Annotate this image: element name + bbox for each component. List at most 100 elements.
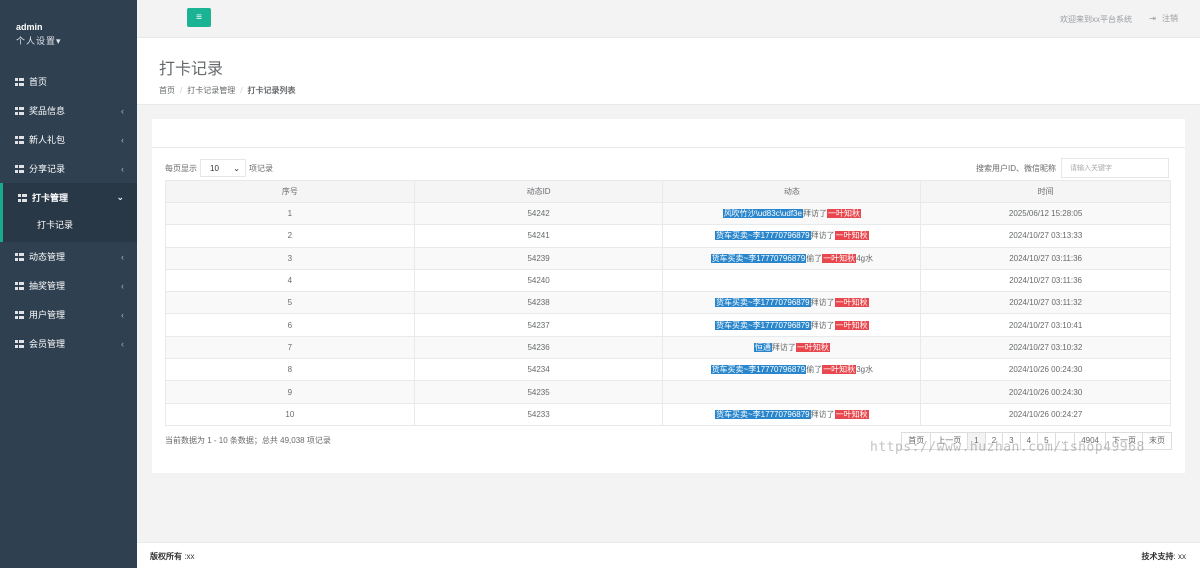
nav-item-share[interactable]: 分享记录 ‹ — [0, 154, 137, 183]
cell-index: 6 — [165, 313, 415, 337]
column-header-index[interactable]: 序号 — [165, 180, 415, 203]
nav-item-home[interactable]: 首页 — [0, 67, 137, 96]
grid-icon — [15, 310, 24, 319]
grid-icon — [18, 193, 27, 202]
nav-item-checkin[interactable]: 打卡管理 ⌄ — [0, 183, 137, 212]
breadcrumb-separator: / — [180, 86, 183, 95]
logout-label: 注销 — [1162, 14, 1178, 23]
per-page-prefix: 每页显示 — [165, 163, 197, 173]
nav-item-gift[interactable]: 新人礼包 ‹ — [0, 125, 137, 154]
profile-settings-dropdown[interactable]: 个人设置▾ — [16, 36, 62, 46]
cell-dynamic: 货车买卖~李17770796879拜访了一叶知秋 — [662, 224, 922, 248]
dynamic-action: 偷了 — [806, 365, 823, 375]
grid-icon — [15, 252, 24, 261]
column-header-dynamic[interactable]: 动态 — [662, 180, 922, 203]
dynamic-target[interactable]: 一叶知秋 — [826, 209, 861, 219]
pagination-item[interactable]: 末页 — [1142, 432, 1172, 450]
column-header-dynamic-id[interactable]: 动态ID — [413, 180, 664, 203]
support-label: 技术支持 — [1141, 552, 1174, 561]
search-label: 搜索用户ID、微信昵称 — [976, 163, 1056, 173]
nav-label: 首页 — [29, 77, 48, 87]
nav-submenu-checkin: 打卡记录 — [0, 212, 137, 242]
menu-toggle-button[interactable]: ≡ — [187, 8, 211, 27]
nav-label: 新人礼包 — [29, 135, 66, 145]
table-row: 2 54241 货车买卖~李17770796879拜访了一叶知秋 2024/10/27… — [165, 224, 1171, 248]
content-box: 每页显示 10 ⌄ 项记录 搜索用户ID、微信昵称 序号 动态ID 动态 时间 1… — [152, 119, 1185, 473]
cell-dynamic-id: 54234 — [413, 358, 664, 382]
dynamic-user[interactable]: 货车买卖~李17770796879 — [710, 253, 807, 263]
dynamic-target[interactable]: 一叶知秋 — [834, 231, 869, 241]
pagination-item[interactable]: 5 — [1037, 432, 1056, 450]
table-row: 4 54240 2024/10/27 03:11:36 — [165, 268, 1171, 293]
cell-dynamic: 货车买卖~李17770796879偷了一叶知秋3g水 — [662, 358, 922, 382]
dynamic-target[interactable]: 一叶知秋 — [822, 253, 857, 263]
cell-time: 2024/10/26 00:24:27 — [920, 402, 1171, 426]
dynamic-target[interactable]: 一叶知秋 — [822, 365, 857, 375]
cell-dynamic-id: 54236 — [413, 335, 664, 360]
sidebar: admin 个人设置▾ 首页 奖品信息 ‹ 新人礼包 ‹ 分享记录 ‹ 打卡管理 ⌄ 打… — [0, 0, 137, 568]
chevron-down-icon: ⌄ — [116, 192, 124, 202]
dynamic-user[interactable]: 货车买卖~李17770796879 — [715, 298, 811, 308]
page-title: 打卡记录 — [159, 61, 224, 78]
cell-dynamic-id: 54240 — [413, 268, 664, 293]
nav-label: 会员管理 — [29, 339, 66, 349]
cell-time: 2024/10/27 03:11:36 — [920, 268, 1171, 293]
nav-item-dynamic[interactable]: 动态管理 ‹ — [0, 242, 137, 271]
cell-index: 1 — [165, 201, 415, 226]
nav-item-member[interactable]: 会员管理 ‹ — [0, 329, 137, 358]
breadcrumb: 首页 / 打卡记录管理 / 打卡记录列表 — [159, 85, 1178, 96]
logout-link[interactable]: ⇥ 注销 — [1149, 13, 1178, 24]
nav-item-lottery[interactable]: 抽奖管理 ‹ — [0, 271, 137, 300]
dynamic-extra: 3g水 — [856, 365, 874, 375]
dynamic-user[interactable]: 货车买卖~李17770796879 — [715, 231, 811, 241]
hamburger-icon: ≡ — [196, 12, 202, 23]
cell-time: 2024/10/27 03:10:32 — [920, 335, 1171, 360]
search-input[interactable] — [1061, 158, 1169, 178]
breadcrumb-home[interactable]: 首页 — [159, 86, 175, 95]
table-row: 6 54237 货车买卖~李17770796879拜访了一叶知秋 2024/10/27… — [165, 313, 1171, 337]
cell-index: 8 — [165, 358, 415, 382]
table-info: 当前数据为 1 - 10 条数据；总共 49,038 项记录 — [165, 436, 331, 445]
page-length-select[interactable]: 10 ⌄ — [200, 159, 246, 177]
chevron-left-icon: ‹ — [121, 338, 124, 349]
cell-dynamic: 货车买卖~李17770796879拜访了一叶知秋 — [662, 313, 922, 337]
cell-dynamic — [662, 380, 922, 404]
breadcrumb-separator: / — [240, 86, 243, 95]
dynamic-user[interactable]: 货车买卖~李17770796879 — [715, 409, 811, 419]
breadcrumb-current: 打卡记录列表 — [247, 86, 296, 95]
cell-dynamic: 货车买卖~李17770796879偷了一叶知秋4g水 — [662, 246, 922, 270]
cell-dynamic-id: 54242 — [413, 201, 664, 226]
column-header-time[interactable]: 时间 — [920, 180, 1171, 203]
nav-label: 分享记录 — [29, 164, 66, 174]
dynamic-user[interactable]: 货车买卖~李17770796879 — [715, 320, 811, 330]
copyright-value: :xx — [184, 552, 195, 561]
pagination-item[interactable]: 2 — [984, 432, 1004, 450]
nav-subitem-checkin-records[interactable]: 打卡记录 — [3, 212, 137, 236]
dynamic-action: 拜访了 — [771, 342, 796, 352]
dynamic-target[interactable]: 一叶知秋 — [834, 298, 869, 308]
nav-item-user[interactable]: 用户管理 ‹ — [0, 300, 137, 329]
cell-dynamic: 货车买卖~李17770796879拜访了一叶知秋 — [662, 402, 922, 426]
dynamic-user[interactable]: 货车买卖~李17770796879 — [710, 365, 807, 375]
cell-dynamic-id: 54238 — [413, 291, 664, 315]
dynamic-target[interactable]: 一叶知秋 — [795, 342, 830, 352]
dynamic-user[interactable]: 恒通 — [753, 342, 772, 352]
topbar: ≡ 欢迎来到xx平台系统 ⇥ 注销 — [137, 0, 1200, 38]
dynamic-user[interactable]: 风吹竹沙\ud83c\udf3e — [722, 209, 803, 219]
dynamic-target[interactable]: 一叶知秋 — [834, 320, 869, 330]
copyright-label: 版权所有 — [150, 552, 182, 561]
cell-index: 10 — [165, 402, 415, 426]
cell-time: 2024/10/27 03:11:36 — [920, 246, 1171, 270]
breadcrumb-checkin-management[interactable]: 打卡记录管理 — [187, 86, 236, 95]
cell-dynamic-id: 54239 — [413, 246, 664, 270]
nav-label: 奖品信息 — [29, 106, 66, 116]
cell-index: 7 — [165, 335, 415, 360]
cell-time: 2024/10/26 00:24:30 — [920, 358, 1171, 382]
nav-label: 打卡管理 — [32, 193, 69, 203]
dynamic-target[interactable]: 一叶知秋 — [834, 409, 869, 419]
cell-dynamic — [662, 268, 922, 293]
cell-index: 3 — [165, 246, 415, 270]
cell-dynamic-id: 54235 — [413, 380, 664, 404]
profile-name[interactable]: admin — [16, 22, 43, 32]
nav-item-prize[interactable]: 奖品信息 ‹ — [0, 96, 137, 125]
